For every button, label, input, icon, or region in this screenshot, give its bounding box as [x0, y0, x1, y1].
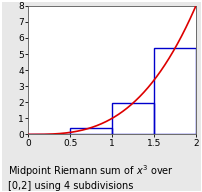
Text: Midpoint Riemann sum of $x^3$ over
[0,2] using 4 subdivisions: Midpoint Riemann sum of $x^3$ over [0,2]… — [8, 164, 174, 191]
Bar — [70, 128, 112, 134]
Bar — [112, 103, 154, 134]
Bar — [154, 48, 196, 134]
